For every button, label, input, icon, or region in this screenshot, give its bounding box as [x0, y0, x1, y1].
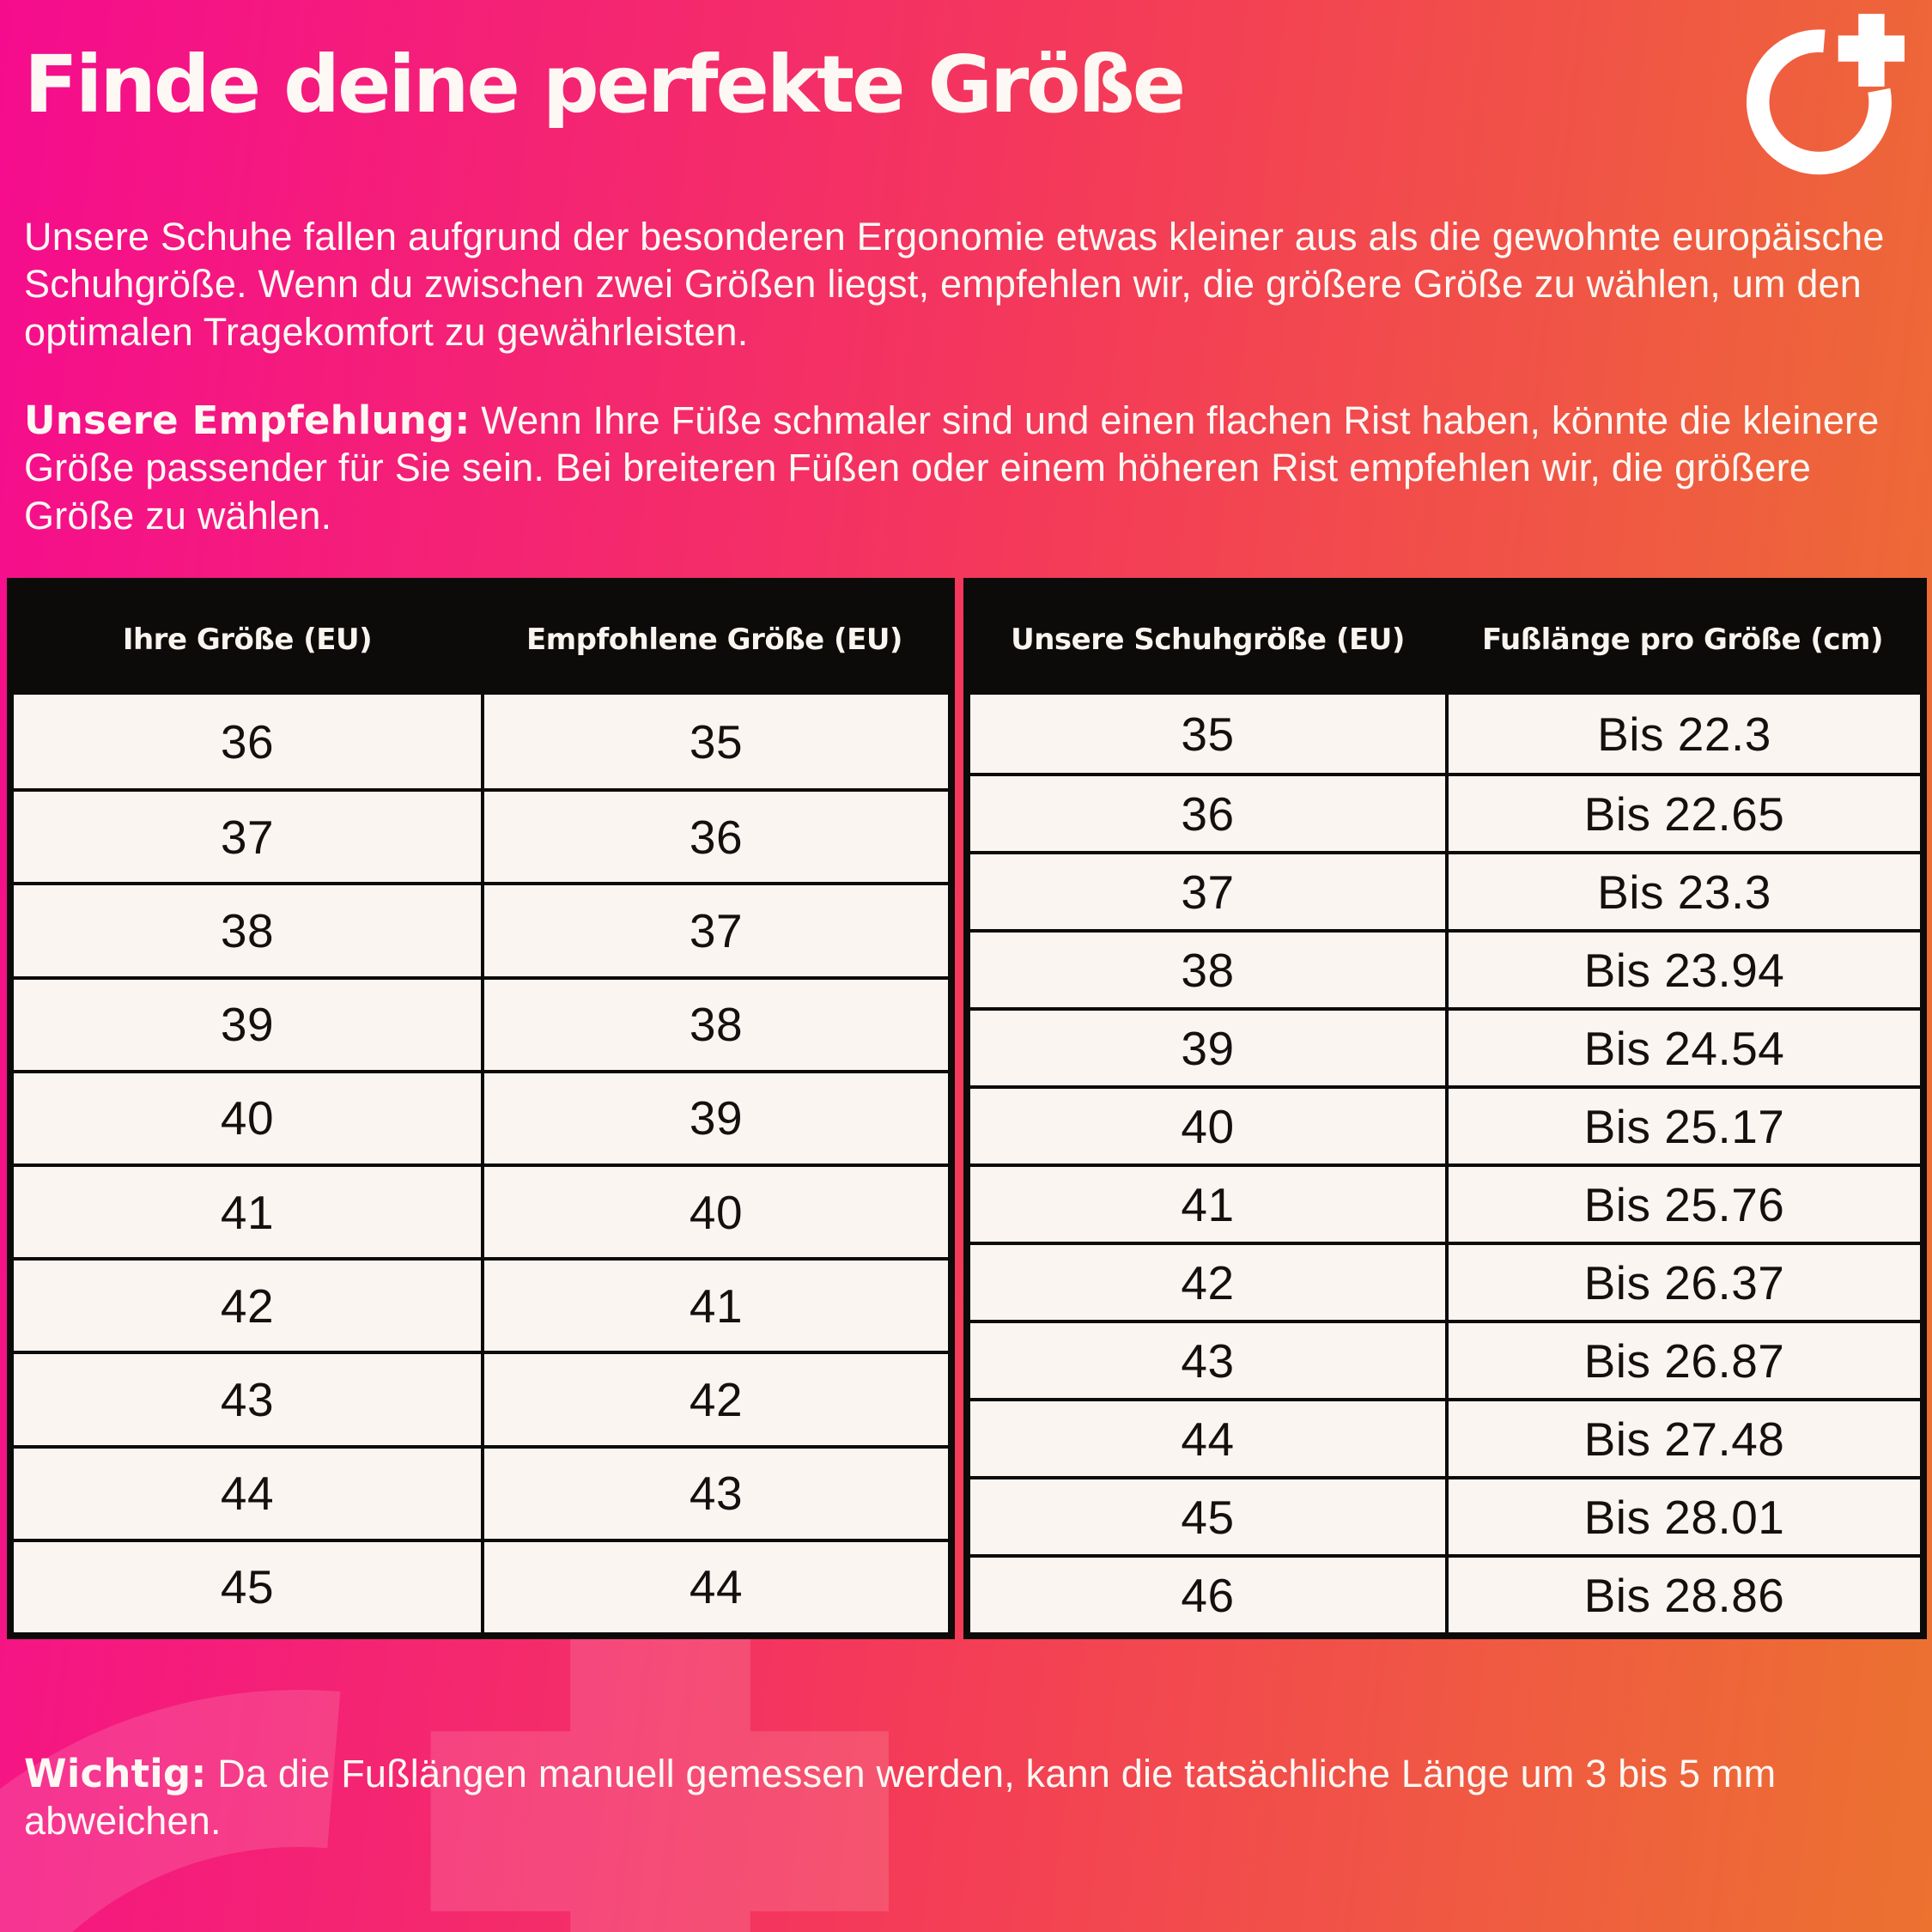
table-cell: 42 — [220, 1279, 275, 1333]
table-cell: 39 — [220, 998, 275, 1052]
recommendation-label: Unsere Empfehlung: — [24, 398, 471, 443]
intro-paragraph: Unsere Schuhe fallen aufgrund der besond… — [24, 213, 1909, 355]
table-row: 42 41 — [14, 1257, 948, 1352]
table-cell: 35 — [481, 695, 948, 789]
table-cell: 37 — [481, 885, 948, 976]
table-cell: 42 — [1181, 1255, 1235, 1309]
table-cell: 45 — [220, 1560, 275, 1614]
table-cell: 45 — [1181, 1490, 1235, 1544]
table-row: 45 Bis 28.01 — [970, 1476, 1920, 1554]
table-row: 44 Bis 27.48 — [970, 1398, 1920, 1476]
table-row: 46 Bis 28.86 — [970, 1554, 1920, 1632]
table-cell: Bis 26.37 — [1445, 1245, 1920, 1320]
table-cell: Bis 28.86 — [1445, 1558, 1920, 1632]
table-row: 43 42 — [14, 1351, 948, 1445]
table-row: 43 Bis 26.87 — [970, 1320, 1920, 1398]
table-cell: Bis 25.17 — [1445, 1089, 1920, 1163]
table-cell: 40 — [1181, 1099, 1235, 1153]
table-cell: Bis 28.01 — [1445, 1479, 1920, 1554]
recommendation-text: Wenn Ihre Füße schmaler sind und einen f… — [24, 398, 1880, 538]
size-recommendation-table-body: 36 35 37 36 38 37 39 38 40 39 41 40 42 41 43 42 44 43 45 44 — [14, 695, 948, 1632]
table-cell: 43 — [1181, 1334, 1235, 1388]
table-row: 44 43 — [14, 1444, 948, 1539]
column-header-your-size: Ihre Größe (EU) — [122, 623, 373, 657]
table-row: 39 Bis 24.54 — [970, 1007, 1920, 1085]
table-row: 38 Bis 23.94 — [970, 929, 1920, 1007]
table-row: 39 38 — [14, 975, 948, 1070]
brand-watermark-icon — [0, 1582, 889, 1932]
foot-length-table-body: 35 Bis 22.3 36 Bis 22.65 37 Bis 23.3 38 Bis 23.… — [970, 695, 1920, 1632]
table-cell: 36 — [481, 792, 948, 883]
table-cell: 37 — [220, 810, 275, 864]
table-cell: 40 — [481, 1166, 948, 1258]
important-note-text: Da die Fußlängen manuell gemessen werden… — [24, 1752, 1777, 1844]
table-cell: 37 — [1181, 865, 1235, 919]
table-row: 45 44 — [14, 1538, 948, 1632]
foot-length-table-header: Unsere Schuhgröße (EU) Fußlänge pro Größ… — [970, 585, 1920, 695]
table-cell: Bis 27.48 — [1445, 1401, 1920, 1476]
column-header-foot-length: Fußlänge pro Größe (cm) — [1481, 623, 1884, 657]
table-cell: 44 — [220, 1467, 275, 1521]
table-cell: 43 — [220, 1372, 275, 1426]
table-row: 37 36 — [14, 788, 948, 883]
important-note-label: Wichtig: — [24, 1751, 207, 1796]
table-cell: 38 — [220, 903, 275, 957]
table-cell: Bis 24.54 — [1445, 1011, 1920, 1085]
table-cell: 36 — [1181, 787, 1235, 841]
table-row: 38 37 — [14, 882, 948, 976]
size-recommendation-table-header: Ihre Größe (EU) Empfohlene Größe (EU) — [14, 585, 948, 695]
table-cell: 38 — [1181, 943, 1235, 997]
intro-text: Unsere Schuhe fallen aufgrund der besond… — [24, 215, 1885, 354]
table-row: 41 40 — [14, 1163, 948, 1258]
table-cell: 43 — [481, 1448, 948, 1539]
table-row: 36 Bis 22.65 — [970, 773, 1920, 851]
table-row: 41 Bis 25.76 — [970, 1163, 1920, 1242]
page-title: Finde deine perfekte Größe — [24, 39, 1186, 131]
table-row: 36 35 — [14, 695, 948, 789]
table-cell: Bis 23.94 — [1445, 933, 1920, 1007]
table-cell: Bis 26.87 — [1445, 1323, 1920, 1398]
table-cell: Bis 23.3 — [1445, 854, 1920, 929]
brand-logo-icon — [1747, 14, 1905, 175]
table-row: 42 Bis 26.37 — [970, 1242, 1920, 1320]
table-cell: 36 — [220, 714, 275, 769]
table-row: 40 Bis 25.17 — [970, 1085, 1920, 1163]
table-cell: Bis 25.76 — [1445, 1167, 1920, 1242]
table-row: 40 39 — [14, 1069, 948, 1163]
table-cell: 42 — [481, 1354, 948, 1445]
table-cell: 38 — [481, 979, 948, 1070]
table-cell: 41 — [220, 1185, 275, 1239]
size-recommendation-table: Ihre Größe (EU) Empfohlene Größe (EU) 36… — [7, 578, 955, 1639]
table-cell: 35 — [1181, 707, 1235, 761]
table-cell: 41 — [1181, 1177, 1235, 1231]
table-cell: 44 — [481, 1541, 948, 1632]
table-cell: Bis 22.65 — [1445, 776, 1920, 851]
table-cell: 39 — [1181, 1021, 1235, 1075]
important-note: Wichtig: Da die Fußlängen manuell gemess… — [24, 1750, 1909, 1845]
table-cell: 46 — [1181, 1568, 1235, 1622]
table-cell: 41 — [481, 1261, 948, 1352]
recommendation-paragraph: Unsere Empfehlung: Wenn Ihre Füße schmal… — [24, 397, 1909, 539]
table-row: 37 Bis 23.3 — [970, 851, 1920, 929]
column-header-our-shoe-size: Unsere Schuhgröße (EU) — [1011, 623, 1405, 657]
table-cell: 40 — [220, 1091, 275, 1145]
column-header-recommended-size: Empfohlene Größe (EU) — [526, 623, 902, 657]
table-row: 35 Bis 22.3 — [970, 695, 1920, 773]
table-cell: 44 — [1181, 1412, 1235, 1466]
table-cell: Bis 22.3 — [1445, 695, 1920, 773]
foot-length-table: Unsere Schuhgröße (EU) Fußlänge pro Größ… — [963, 578, 1927, 1639]
table-cell: 39 — [481, 1072, 948, 1163]
